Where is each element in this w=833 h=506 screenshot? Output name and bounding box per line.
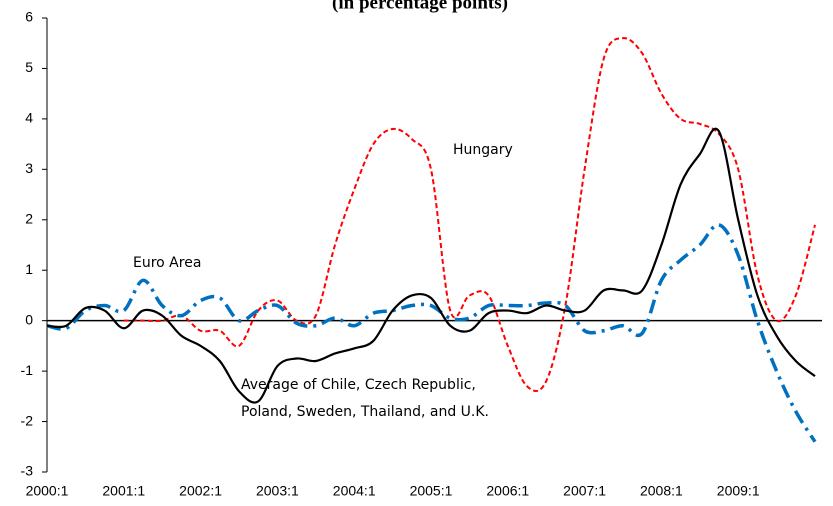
y-tick-label: 0 [25,311,33,327]
series-line [46,127,816,404]
x-tick-label: 2000:1 [26,483,69,499]
annotation: Euro Area [133,255,201,271]
annotation: Average of Chile, Czech Republic, [241,377,476,393]
x-tick-label: 2009:1 [717,483,760,499]
annotation: Poland, Sweden, Thailand, and U.K. [241,404,489,420]
x-tick-label: 2001:1 [102,483,145,499]
x-tick-label: 2005:1 [410,483,453,499]
y-tick-label: 4 [25,110,33,126]
y-tick-label: 6 [25,9,33,25]
x-tick-label: 2003:1 [256,483,299,499]
x-tick-label: 2008:1 [640,483,683,499]
y-tick-label: -3 [21,463,34,479]
x-tick-label: 2004:1 [333,483,376,499]
x-tick-label: 2006:1 [486,483,529,499]
series-line [46,223,817,443]
x-tick-label: 2007:1 [563,483,606,499]
y-tick-label: -1 [21,362,34,378]
y-tick-label: 3 [25,160,33,176]
y-tick-label: 2 [25,210,33,226]
chart-subtitle: (in percentage points) [332,0,508,13]
y-tick-label: -2 [21,412,34,428]
y-tick-label: 1 [25,261,33,277]
series-line [123,37,816,392]
annotation: Hungary [453,142,513,158]
x-tick-label: 2002:1 [179,483,222,499]
y-tick-label: 5 [25,59,33,75]
